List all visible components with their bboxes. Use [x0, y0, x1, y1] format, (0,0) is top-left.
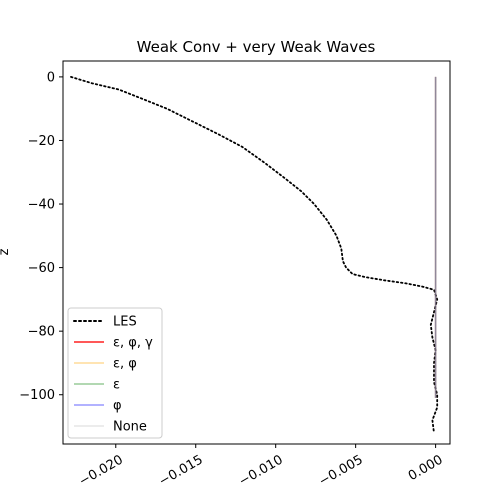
legend-label-eps-phi-gamma: ε, φ, γ [113, 336, 153, 351]
y-tick-label: −60 [28, 261, 55, 276]
legend-label-phi: φ [113, 399, 122, 414]
x-tick-label: 0.000 [406, 452, 446, 484]
legend-label-les: LES [113, 315, 137, 330]
y-tick-label: −40 [28, 198, 55, 213]
x-tick-label: −0.005 [316, 452, 365, 489]
y-tick-label: −20 [28, 134, 55, 149]
plot-frame [62, 60, 451, 445]
x-axis-ticks: −0.020 −0.015 −0.010 −0.005 0.000 [77, 444, 446, 490]
y-tick-label: −80 [28, 325, 55, 340]
series-layer [70, 76, 439, 434]
legend: LES ε, φ, γ ε, φ εφ None [67, 307, 163, 439]
x-tick-label: −0.020 [77, 452, 126, 489]
legend-label-eps: ε [113, 378, 120, 393]
x-tick-label: −0.010 [237, 452, 286, 489]
legend-label-none: None [113, 420, 147, 435]
y-tick-label: −100 [19, 388, 55, 403]
series-line-les [70, 76, 439, 434]
y-axis-ticks: 0 −20 −40 −60 −80 −100 [19, 70, 63, 403]
x-tick-label: −0.015 [157, 452, 206, 489]
chart-title: Weak Conv + very Weak Waves [137, 38, 376, 56]
y-tick-label: 0 [47, 70, 55, 85]
y-axis-label: z [0, 248, 12, 255]
legend-frame [67, 307, 163, 439]
legend-label-eps-phi: ε, φ [113, 357, 137, 372]
